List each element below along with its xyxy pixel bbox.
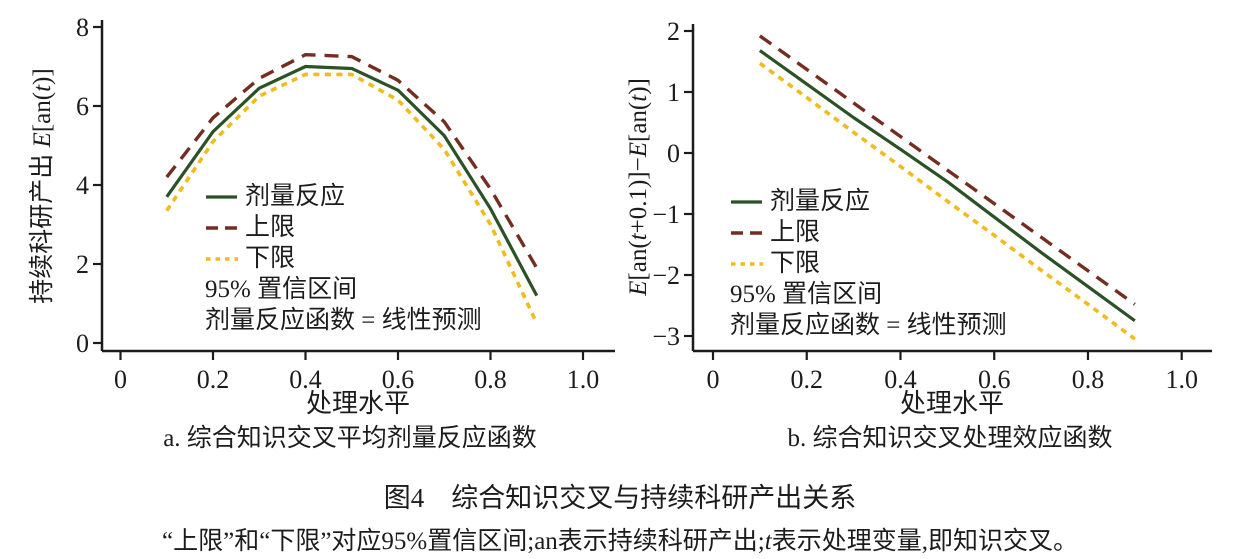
lower-bound-line-sample: [731, 261, 763, 266]
x-tick-label: 0.4: [289, 365, 322, 394]
panel-b: E[an(t+0.1)]−E[an(t)] 处理水平 b. 综合知识交叉处理效应…: [620, 0, 1240, 455]
legend-note-ci: 95% 置信区间: [730, 281, 883, 308]
y-tick-label: −3: [652, 322, 680, 351]
legend-label: 剂量反应: [770, 188, 871, 215]
lower-bound-line: [165, 72, 539, 325]
x-tick-label: 0.2: [790, 365, 823, 394]
legend: 剂量反应 上限 下限 95% 置信区间 剂量反应函数 = 线性预测: [205, 181, 482, 336]
x-tick-label: 0.2: [197, 365, 230, 394]
figure-caption: 图4 综合知识交叉与持续科研产出关系: [383, 483, 857, 513]
y-tick-label: 0: [76, 329, 89, 358]
legend-note-model: 剂量反应函数 = 线性预测: [730, 312, 1007, 339]
y-tick-label: 2: [76, 250, 89, 279]
x-tick-label: 0.8: [474, 365, 507, 394]
legend-label: 下限: [245, 245, 296, 272]
y-tick-label: −1: [652, 200, 680, 229]
upper-bound-line: [165, 52, 539, 269]
y-tick-label: 8: [76, 13, 89, 42]
x-tick-label: 0: [114, 365, 127, 394]
x-tick-label: 0: [707, 365, 720, 394]
legend-label: 下限: [770, 250, 821, 277]
y-tick-label: 2: [667, 17, 680, 46]
legend-item-lower-bound: 下限: [730, 248, 1007, 279]
y-axis-label: E[an(t+0.1)]−E[an(t)]: [625, 78, 652, 297]
x-axis-label: 处理水平: [900, 389, 1004, 418]
x-tick-label: 0.8: [1072, 365, 1105, 394]
x-tick-label: 1.0: [567, 365, 600, 394]
legend-item-dose-response: 剂量反应: [205, 181, 482, 212]
x-axis-label: 处理水平: [306, 389, 410, 418]
panel-b-chart: E[an(t+0.1)]−E[an(t)] 处理水平 b. 综合知识交叉处理效应…: [625, 17, 1212, 452]
upper-bound-line-sample: [731, 230, 763, 235]
x-tick-label: 1.0: [1165, 365, 1198, 394]
legend: 剂量反应 上限 下限 95% 置信区间 剂量反应函数 = 线性预测: [730, 186, 1007, 341]
upper-bound-line-sample: [206, 225, 238, 230]
legend-label: 上限: [770, 219, 821, 246]
x-tick-label: 0.4: [884, 365, 917, 394]
legend-label: 剂量反应: [245, 183, 346, 210]
legend-item-dose-response: 剂量反应: [730, 186, 1007, 217]
panel-a: 持续科研产出 E[an(t)] 处理水平 a. 综合知识交叉平均剂量反应函数 0…: [0, 0, 620, 455]
y-tick-label: 6: [76, 92, 89, 121]
y-tick-label: 4: [76, 171, 89, 200]
y-tick-label: 1: [667, 78, 680, 107]
legend-item-upper-bound: 上限: [205, 212, 482, 243]
legend-note-model: 剂量反应函数 = 线性预测: [205, 307, 482, 334]
y-tick-label: −2: [652, 261, 680, 290]
lower-bound-line: [758, 61, 1136, 341]
x-tick-label: 0.6: [978, 365, 1011, 394]
lower-bound-line-sample: [206, 256, 238, 261]
dose-response-line-sample: [206, 194, 237, 199]
figure-footnote: “上限”和“下限”对应95%置信区间;an表示持续科研产出;t表示处理变量,即知…: [162, 528, 1078, 555]
dose-response-line: [165, 64, 539, 297]
panel-a-chart: 持续科研产出 E[an(t)] 处理水平 a. 综合知识交叉平均剂量反应函数 0…: [28, 13, 615, 452]
legend-note-ci: 95% 置信区间: [205, 276, 358, 303]
dose-response-line: [758, 49, 1136, 323]
y-axis-label: 持续科研产出 E[an(t)]: [28, 68, 56, 303]
plot-area: 0 0.2 0.4 0.6 0.8 1.0 0 2 4 6 8: [76, 13, 599, 394]
x-tick-label: 0.6: [382, 365, 415, 394]
panel-b-title: b. 综合知识交叉处理效应函数: [787, 424, 1112, 452]
upper-bound-line: [758, 34, 1136, 306]
plot-area: 0 0.2 0.4 0.6 0.8 1.0 −3 −2 −1 0 1 2: [652, 17, 1198, 394]
dose-response-line-sample: [731, 199, 762, 204]
panel-a-title: a. 综合知识交叉平均剂量反应函数: [163, 424, 537, 452]
legend-label: 上限: [245, 214, 296, 241]
legend-item-lower-bound: 下限: [205, 243, 482, 274]
legend-item-upper-bound: 上限: [730, 217, 1007, 248]
y-tick-label: 0: [667, 139, 680, 168]
